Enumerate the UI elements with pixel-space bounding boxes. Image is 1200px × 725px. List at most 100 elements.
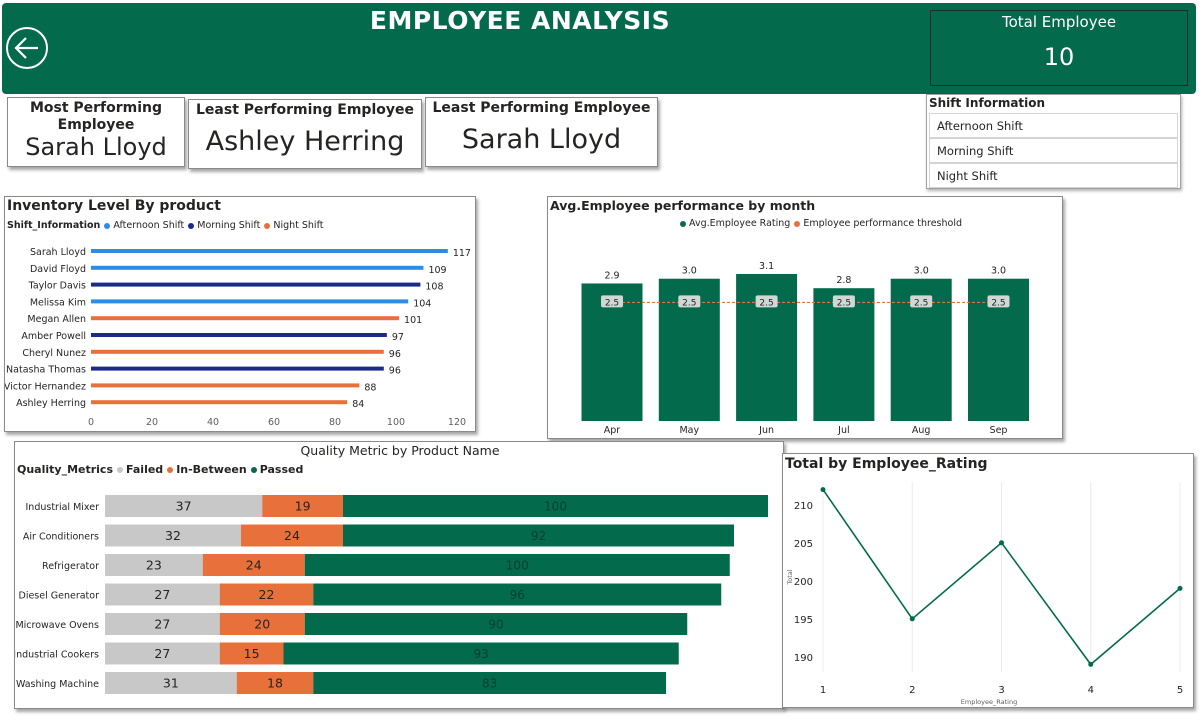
inventory-bar (91, 282, 421, 287)
rating-y-tick: 190 (794, 653, 813, 664)
quality-failed-label: 27 (154, 587, 170, 602)
quality-legend-title: Quality_Metrics (17, 463, 114, 476)
legend-afternoon[interactable]: Afternoon Shift (113, 220, 185, 231)
inventory-category-label: Sarah Lloyd (30, 247, 86, 258)
quality-category-label: Refrigerator (42, 561, 99, 572)
legend-passed[interactable]: Passed (259, 463, 304, 476)
least-performing-label-1: Least Performing Employee (196, 102, 414, 118)
quality-passed-segment (304, 554, 730, 576)
least-performing-card-1: Least Performing Employee Ashley Herring (188, 99, 422, 169)
inventory-category-label: David Floyd (30, 264, 86, 275)
performance-value-label: 3.1 (759, 261, 774, 272)
inventory-x-tick: 80 (329, 417, 341, 428)
most-performing-value: Sarah Lloyd (25, 133, 167, 161)
performance-chart-panel: Avg.Employee performance by month Avg.Em… (547, 196, 1063, 439)
shift-slicer-title: Shift Information (929, 96, 1046, 110)
rating-chart-title: Total by Employee_Rating (785, 456, 988, 472)
quality-passed-label: 100 (544, 500, 567, 514)
inventory-category-label: Victor Hernandez (5, 381, 86, 392)
legend-rating-icon (680, 220, 686, 227)
performance-threshold-label: 2.5 (991, 298, 1005, 308)
rating-x-tick: 4 (1088, 685, 1094, 696)
quality-failed-segment (105, 495, 263, 517)
back-arrow-icon[interactable] (6, 27, 48, 69)
most-performing-card: Most Performing Employee Sarah Lloyd (7, 97, 185, 167)
slicer-item-morning[interactable]: Morning Shift (929, 138, 1178, 163)
performance-legend: Avg.Employee Rating Employee performance… (676, 218, 962, 229)
least-performing-label-2: Least Performing Employee (432, 100, 651, 116)
inventory-x-tick: 40 (207, 417, 219, 428)
quality-failed-label: 32 (165, 528, 181, 543)
legend-failed[interactable]: Failed (126, 463, 164, 476)
rating-y-tick: 210 (794, 501, 813, 512)
inventory-x-tick: 20 (146, 417, 158, 428)
legend-morning[interactable]: Morning Shift (197, 220, 261, 231)
quality-between-label: 24 (284, 528, 300, 543)
quality-chart-title: Quality Metric by Product Name (300, 443, 500, 458)
inventory-value-label: 96 (389, 349, 401, 360)
inventory-value-label: 84 (352, 399, 364, 410)
quality-between-segment (202, 554, 305, 576)
quality-category-label: Microwave Ovens (15, 620, 99, 631)
inventory-x-tick: 100 (387, 417, 405, 428)
inventory-value-label: 108 (425, 282, 443, 293)
quality-passed-label: 93 (473, 647, 488, 661)
performance-value-label: 2.9 (604, 270, 619, 281)
performance-x-tick: Sep (990, 425, 1008, 436)
performance-threshold-label-bg (755, 295, 778, 308)
inventory-x-tick: 120 (448, 417, 466, 428)
performance-value-label: 3.0 (682, 266, 697, 277)
legend-threshold-icon (794, 220, 801, 227)
legend-threshold[interactable]: Employee performance threshold (803, 218, 962, 229)
quality-category-label: Washing Machine (16, 679, 99, 690)
inventory-value-label: 117 (453, 248, 471, 259)
performance-x-tick: May (679, 425, 699, 436)
least-performing-value-2: Sarah Lloyd (461, 124, 622, 155)
performance-value-label: 2.8 (836, 275, 851, 286)
inventory-category-label: Taylor Davis (28, 281, 86, 292)
quality-failed-segment (105, 672, 237, 694)
legend-morning-icon (188, 222, 195, 229)
inventory-bar (91, 333, 387, 337)
rating-y-tick: 200 (794, 577, 813, 588)
quality-chart: Industrial Mixer 37 19 100 Air Conditioners 3… (15, 495, 768, 694)
quality-legend: Quality_Metrics Failed In-Between Passed (17, 463, 303, 476)
page-title: EMPLOYEE ANALYSIS (369, 6, 671, 35)
inventory-category-label: Cheryl Nunez (22, 348, 86, 359)
legend-night[interactable]: Night Shift (273, 220, 324, 231)
performance-threshold-label: 2.5 (914, 298, 928, 308)
legend-between[interactable]: In-Between (176, 463, 247, 476)
quality-category-label: Industrial Mixer (26, 502, 100, 513)
quality-between-segment (219, 583, 314, 606)
legend-passed-icon (250, 466, 257, 473)
rating-x-tick: 1 (820, 685, 826, 696)
quality-between-label: 18 (267, 676, 283, 691)
inventory-value-label: 96 (389, 366, 401, 377)
least-performing-value-1: Ashley Herring (205, 126, 405, 157)
rating-point (820, 487, 826, 493)
quality-between-label: 22 (259, 587, 275, 602)
quality-failed-segment (105, 613, 220, 635)
performance-x-tick: Apr (604, 425, 621, 436)
quality-failed-label: 23 (146, 558, 162, 573)
rating-x-tick: 3 (998, 685, 1004, 696)
inventory-bar (91, 299, 409, 304)
quality-passed-segment (313, 672, 666, 694)
slicer-item-afternoon[interactable]: Afternoon Shift (929, 113, 1178, 138)
inventory-value-label: 109 (428, 265, 446, 276)
rating-x-tick: 2 (909, 685, 915, 696)
quality-failed-label: 37 (176, 499, 192, 514)
performance-threshold-label: 2.5 (837, 298, 851, 308)
inventory-bar (91, 400, 348, 405)
inventory-value-label: 101 (404, 315, 422, 326)
slicer-item-night[interactable]: Night Shift (929, 163, 1178, 188)
quality-between-label: 15 (244, 646, 260, 661)
rating-point (1088, 661, 1094, 667)
performance-bar (813, 288, 875, 421)
legend-rating[interactable]: Avg.Employee Rating (689, 218, 791, 229)
quality-passed-label: 100 (506, 559, 529, 573)
inventory-category-label: Megan Allen (27, 314, 86, 325)
quality-between-label: 20 (254, 617, 270, 632)
performance-chart-title: Avg.Employee performance by month (550, 198, 816, 213)
inventory-value-label: 97 (392, 332, 404, 343)
